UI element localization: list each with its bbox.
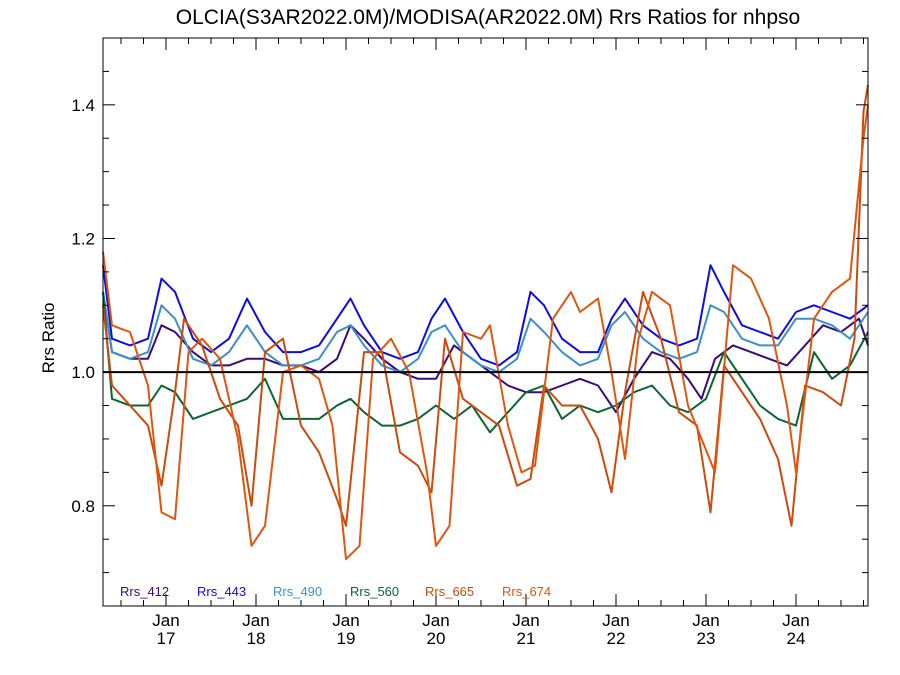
series-line-rrs-674 [102,104,869,561]
y-axis-label: Rrs Ratio [39,303,58,374]
legend-entry-rrs-665: Rrs_665 [425,584,474,599]
x-tick-label-month: Jan [512,611,539,630]
x-tick-label-day: 21 [517,629,536,648]
legend-entry-rrs-412: Rrs_412 [120,584,169,599]
axis-ticks: 0.81.01.21.4Jan17Jan18Jan19Jan20Jan21Jan… [71,37,868,648]
x-tick-label-day: 19 [337,629,356,648]
legend: Rrs_412 Rrs_443 Rrs_490 Rrs_560 Rrs_665 Rrs_6… [120,584,551,599]
x-tick-label-month: Jan [602,611,629,630]
legend-entry-rrs-560: Rrs_560 [350,584,399,599]
y-tick-label: 1.2 [71,229,95,248]
x-tick-label-month: Jan [332,611,359,630]
y-tick-label: 0.8 [71,497,95,516]
x-tick-label-month: Jan [692,611,719,630]
x-tick-label-day: 22 [607,629,626,648]
legend-entry-rrs-490: Rrs_490 [273,584,322,599]
x-tick-label-month: Jan [242,611,269,630]
series-line-rrs-443 [102,264,869,367]
x-tick-label-day: 18 [247,629,266,648]
x-tick-label-day: 24 [787,629,806,648]
x-tick-label-day: 23 [697,629,716,648]
x-tick-label-month: Jan [422,611,449,630]
series-lines [102,84,869,561]
x-tick-label-month: Jan [782,611,809,630]
series-line-rrs-490 [102,291,869,374]
y-tick-label: 1.0 [71,363,95,382]
series-line-rrs-665 [102,84,869,527]
plot-frame [102,37,869,607]
x-tick-label-day: 20 [427,629,446,648]
legend-entry-rrs-674: Rrs_674 [502,584,551,599]
y-tick-label: 1.4 [71,96,95,115]
chart-title: OLCIA(S3AR2022.0M)/MODISA(AR2022.0M) Rrs… [176,6,800,29]
legend-entry-rrs-443: Rrs_443 [197,584,246,599]
series-line-rrs-560 [102,291,869,434]
x-tick-label-month: Jan [152,611,179,630]
x-tick-label-day: 17 [157,629,176,648]
